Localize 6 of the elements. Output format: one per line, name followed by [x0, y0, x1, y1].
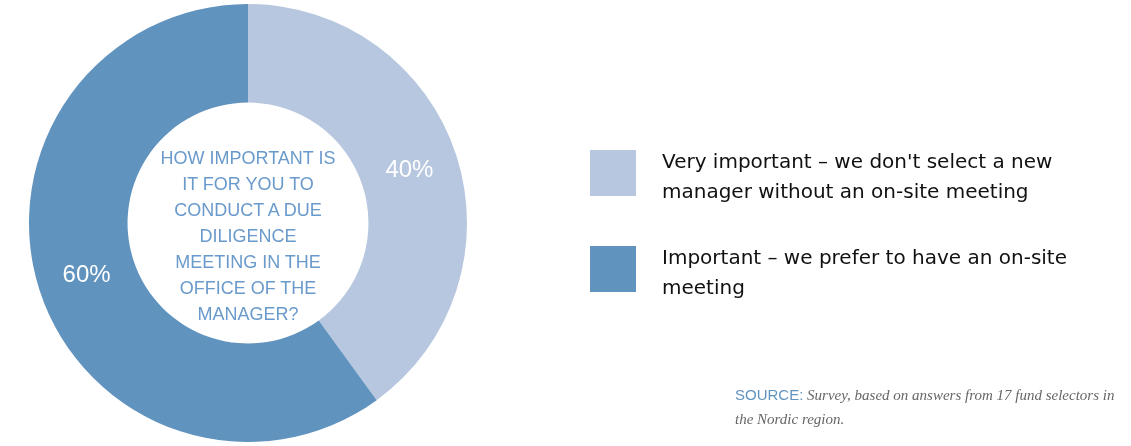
source-note: SOURCE: Survey, based on answers from 17 fund selectors in the Nordic region.: [735, 385, 1115, 429]
data-label: 40%: [385, 155, 434, 183]
legend-label: Important – we prefer to have an on-site meeting: [662, 244, 1068, 301]
legend-label: Very important – we don't select a new manager without an on-site meeting: [662, 148, 1054, 205]
text: HOW IMPORTANT IS IT FOR YOU TO CONDUCT A DUE DILIGENCE MEETING IN THE OFFICE OF THE MANAGER?: [159, 147, 337, 326]
data-label: 60%: [62, 260, 111, 288]
